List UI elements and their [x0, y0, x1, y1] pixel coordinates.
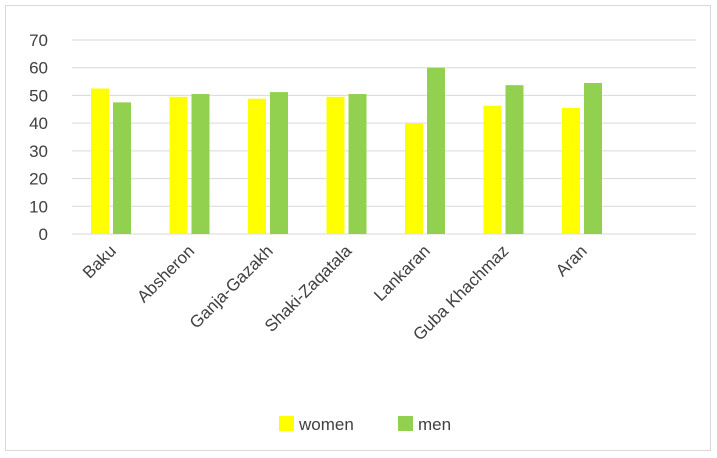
bar-women-aran — [562, 107, 580, 234]
y-tick-label: 50 — [29, 86, 48, 105]
bar-women-absheron — [169, 96, 188, 234]
bar-men-aran — [584, 82, 602, 234]
x-tick-label: Ganja-Gazakh — [186, 241, 277, 332]
bar-women-ganja-gazakh — [248, 98, 266, 234]
gridlines — [72, 39, 696, 235]
y-axis-ticks: 0 10 20 30 40 50 60 70 — [29, 31, 48, 244]
y-tick-label: 20 — [29, 170, 48, 189]
y-tick-label: 60 — [29, 59, 48, 78]
y-tick-label: 70 — [29, 31, 48, 50]
y-tick-label: 40 — [29, 114, 48, 133]
legend-swatch-men — [398, 416, 413, 431]
bar-women-baku — [91, 88, 109, 234]
x-tick-label: Baku — [79, 241, 120, 282]
y-tick-label: 0 — [39, 225, 48, 244]
bar-men-guba-khachmaz — [505, 85, 524, 234]
bar-men-shaki-zaqatala — [348, 94, 367, 235]
y-tick-label: 30 — [29, 142, 48, 161]
legend-swatch-women — [279, 416, 294, 431]
x-tick-label: Absheron — [133, 241, 198, 306]
legend-label-women: women — [298, 415, 354, 434]
bar-men-ganja-gazakh — [270, 92, 288, 234]
y-tick-label: 10 — [29, 197, 48, 216]
bar-women-lankaran — [405, 123, 423, 234]
legend-label-men: men — [418, 415, 451, 434]
x-tick-label: Aran — [552, 241, 591, 280]
bar-men-lankaran — [427, 67, 445, 234]
bar-men-baku — [113, 102, 131, 234]
bar-women-guba-khachmaz — [483, 105, 502, 234]
x-tick-label: Lankaran — [370, 241, 434, 305]
bar-women-shaki-zaqatala — [326, 96, 345, 234]
bars — [91, 67, 602, 235]
bar-men-absheron — [191, 94, 210, 235]
legend: women men — [279, 415, 451, 434]
